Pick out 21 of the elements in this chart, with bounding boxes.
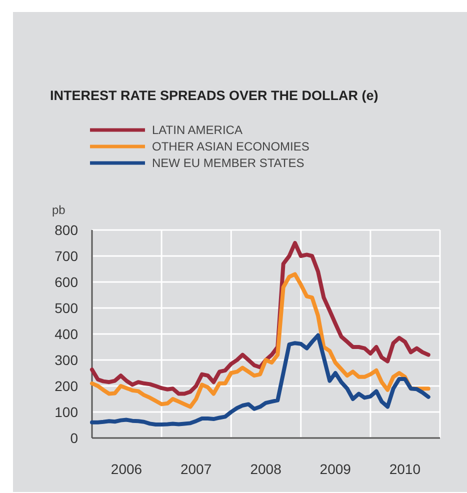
y-tick-label: 100	[54, 404, 78, 420]
x-tick-label: 2010	[389, 461, 421, 477]
line-series	[90, 333, 430, 426]
y-tick-label: 400	[54, 326, 78, 342]
y-tick-label: 500	[54, 300, 78, 316]
chart-title: INTEREST RATE SPREADS OVER THE DOLLAR (e)	[50, 88, 378, 103]
legend-label: OTHER ASIAN ECONOMIES	[152, 140, 310, 154]
y-tick-label: 600	[54, 274, 78, 290]
x-tick-label: 2008	[250, 461, 282, 477]
x-tick-label: 2006	[110, 461, 142, 477]
legend-label: LATIN AMERICA	[152, 123, 242, 137]
line-series	[90, 272, 430, 409]
y-axis-title: pb	[52, 203, 66, 217]
y-tick-label: 700	[54, 248, 78, 264]
y-tick-label: 800	[54, 222, 78, 238]
x-tick-label: 2007	[180, 461, 212, 477]
y-tick-label: 200	[54, 378, 78, 394]
y-tick-label: 0	[70, 430, 78, 446]
legend-label: NEW EU MEMBER STATES	[152, 156, 304, 170]
x-tick-label: 2009	[320, 461, 352, 477]
y-tick-label: 300	[54, 352, 78, 368]
